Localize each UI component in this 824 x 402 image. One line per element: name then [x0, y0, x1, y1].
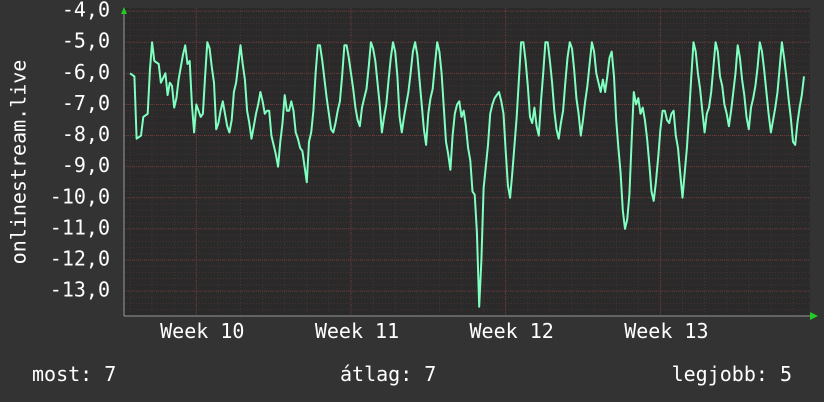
x-tick-label: Week 10	[160, 319, 244, 343]
y-axis-label: onlinestream.live	[7, 60, 31, 265]
y-tick-label: -5,0	[62, 29, 110, 53]
average-value: átlag: 7	[340, 362, 437, 386]
x-tick-label: Week 13	[624, 319, 708, 343]
x-ticks: Week 10 Week 11 Week 12 Week 13	[160, 319, 708, 343]
y-tick-label: -12,0	[50, 247, 110, 271]
x-tick-label: Week 12	[470, 319, 554, 343]
y-axis-arrow-icon	[121, 7, 127, 14]
y-tick-label: -11,0	[50, 215, 110, 239]
series-line	[129, 41, 805, 308]
best-value: legjobb: 5	[671, 362, 792, 386]
current-value: most: 7	[32, 362, 117, 386]
y-tick-label: -7,0	[62, 91, 110, 115]
y-tick-label: -8,0	[62, 122, 110, 146]
y-tick-label: -10,0	[50, 184, 110, 208]
y-tick-label: -13,0	[50, 278, 110, 302]
y-tick-label: -6,0	[62, 60, 110, 84]
x-axis-arrow-icon	[810, 312, 818, 320]
y-ticks: -4,0 -5,0 -6,0 -7,0 -8,0 -9,0 -10,0 -11,0 -12,0 -…	[50, 0, 110, 302]
y-tick-label: -9,0	[62, 153, 110, 177]
y-tick-label: -4,0	[62, 0, 110, 22]
chart: -4,0 -5,0 -6,0 -7,0 -8,0 -9,0 -10,0 -11,0 -12,0 -…	[7, 0, 818, 343]
x-tick-label: Week 11	[315, 319, 399, 343]
